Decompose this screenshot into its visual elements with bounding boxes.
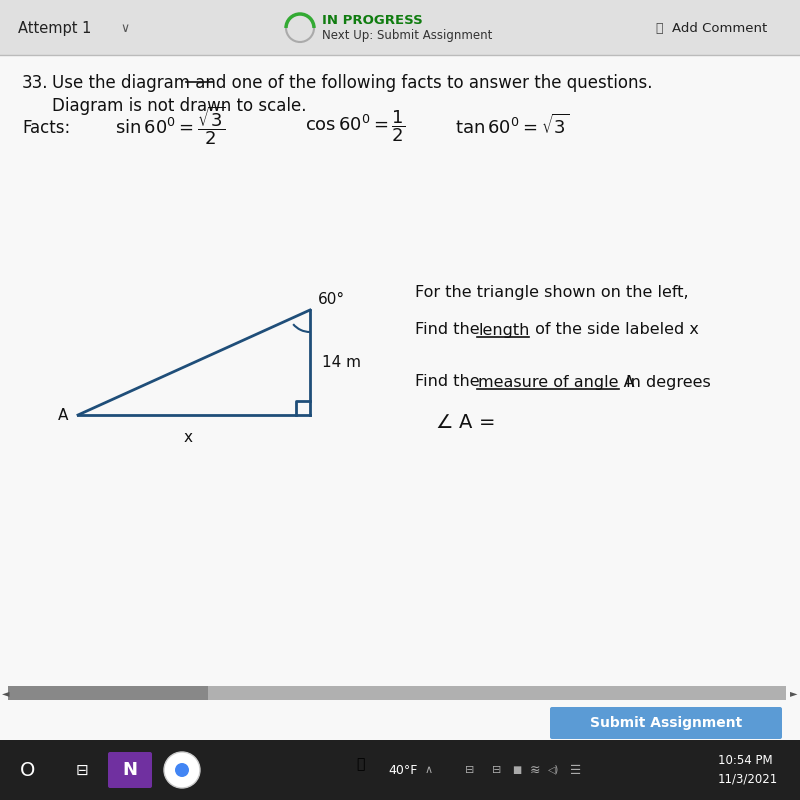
Text: O: O	[20, 761, 36, 779]
Text: 11/3/2021: 11/3/2021	[718, 773, 778, 786]
Text: Add Comment: Add Comment	[672, 22, 767, 34]
Text: length: length	[478, 322, 530, 338]
Text: ⊟: ⊟	[465, 765, 474, 775]
Circle shape	[175, 763, 189, 777]
Bar	[0, 740, 800, 800]
Text: of the side labeled x: of the side labeled x	[530, 322, 699, 338]
Text: Find the: Find the	[415, 374, 485, 390]
Text: $\mathrm{tan\,60^0} = \sqrt{3}$: $\mathrm{tan\,60^0} = \sqrt{3}$	[455, 114, 570, 138]
Text: N: N	[122, 761, 138, 779]
Text: Next Up: Submit Assignment: Next Up: Submit Assignment	[322, 29, 492, 42]
Text: ⊟: ⊟	[492, 765, 502, 775]
Text: 10:54 PM: 10:54 PM	[718, 754, 773, 767]
Text: ☰: ☰	[570, 763, 582, 777]
Text: ∨: ∨	[120, 22, 129, 34]
Text: Diagram is not drawn to scale.: Diagram is not drawn to scale.	[52, 97, 306, 115]
Text: measure of angle A: measure of angle A	[478, 374, 634, 390]
Text: $\mathrm{cos\,60^0} = \dfrac{1}{2}$: $\mathrm{cos\,60^0} = \dfrac{1}{2}$	[305, 108, 406, 144]
FancyBboxPatch shape	[108, 752, 152, 788]
Text: Find the: Find the	[415, 322, 485, 338]
Text: ►: ►	[790, 688, 798, 698]
Text: ⬜: ⬜	[655, 22, 662, 34]
Text: $\angle$ A =: $\angle$ A =	[435, 413, 494, 431]
Text: For the triangle shown on the left,: For the triangle shown on the left,	[415, 285, 689, 299]
Text: Use the diagram and one of the following facts to answer the questions.: Use the diagram and one of the following…	[52, 74, 653, 92]
Text: 60°: 60°	[318, 293, 345, 307]
Text: A: A	[58, 407, 68, 422]
Text: Attempt 1: Attempt 1	[18, 21, 91, 35]
Text: $\mathrm{sin\,60^0} = \dfrac{\sqrt{3}}{2}$: $\mathrm{sin\,60^0} = \dfrac{\sqrt{3}}{2…	[115, 105, 226, 147]
Text: ◄: ◄	[2, 688, 10, 698]
Text: 🔥: 🔥	[356, 757, 364, 771]
Text: 33.: 33.	[22, 74, 49, 92]
Text: ■: ■	[512, 765, 522, 775]
Circle shape	[164, 752, 200, 788]
Text: Submit Assignment: Submit Assignment	[590, 716, 742, 730]
Text: 14 m: 14 m	[322, 355, 361, 370]
Text: in degrees: in degrees	[621, 374, 710, 390]
Text: ◁): ◁)	[548, 765, 559, 775]
Text: IN PROGRESS: IN PROGRESS	[322, 14, 422, 27]
Text: ∧: ∧	[425, 765, 433, 775]
Text: ≋: ≋	[530, 763, 541, 777]
Bar	[0, 55, 800, 740]
Text: x: x	[184, 430, 193, 445]
Text: 40°F: 40°F	[388, 763, 418, 777]
Bar	[8, 686, 786, 700]
FancyBboxPatch shape	[550, 707, 782, 739]
Text: ⊟: ⊟	[76, 762, 88, 778]
Bar	[8, 686, 208, 700]
Bar	[0, 0, 800, 55]
Text: Facts:: Facts:	[22, 119, 70, 137]
